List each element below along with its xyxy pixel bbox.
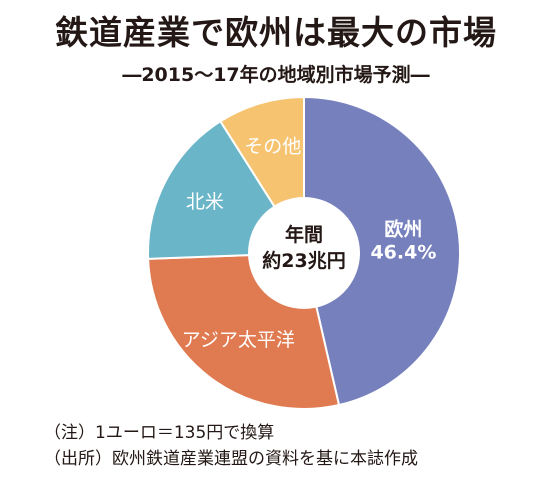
pie-slice xyxy=(303,95,461,407)
center-label-line-1: 年間 xyxy=(285,223,323,246)
slice-label: アジア太平洋 xyxy=(182,329,295,351)
note-source: （出所）欧州鉄道産業連盟の資料を基に本誌作成 xyxy=(44,449,418,469)
note-exchange-rate: （注）1ユーロ＝135円で換算 xyxy=(44,423,275,443)
donut-hole xyxy=(248,197,360,309)
notes: （注）1ユーロ＝135円で換算 （出所）欧州鉄道産業連盟の資料を基に本誌作成 xyxy=(44,420,418,472)
center-label-line-2: 約23兆円 xyxy=(262,249,345,272)
chart-subtitle: ―2015〜17年の地域別市場予測― xyxy=(122,64,430,86)
slice-value-label: 46.4% xyxy=(370,242,436,264)
slice-label: その他 xyxy=(244,135,301,157)
slice-label: 欧州 xyxy=(384,218,422,241)
slice-label: 北米 xyxy=(186,191,224,213)
chart-title: 鉄道産業で欧州は最大の市場 xyxy=(55,13,497,52)
